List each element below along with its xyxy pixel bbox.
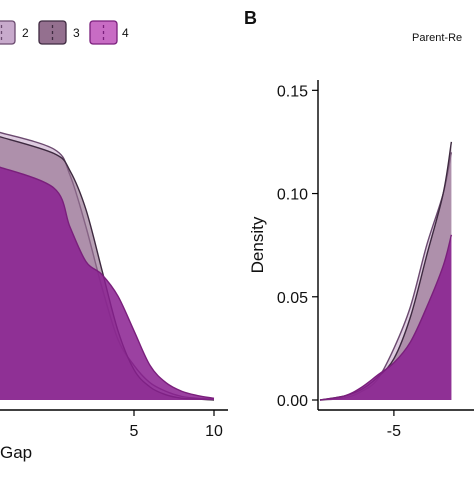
legend-label-4: 4: [122, 26, 129, 40]
panel-b-density-areas: [319, 141, 453, 401]
panel-a-x-tick-label: 5: [130, 423, 139, 440]
panel-b-y-tick-label: 0.15: [277, 83, 308, 100]
panel-b-density-area-4: [320, 234, 452, 400]
panel-b-title: Parent-Re: [412, 32, 462, 44]
legend-item-3: 3: [38, 20, 80, 45]
panel-b-y-axis-label: Density: [248, 216, 267, 273]
panel-b-x-tick-label: -5: [387, 423, 401, 440]
panel-a-density-areas: [0, 131, 215, 401]
panel-b-density-line-4: [319, 234, 453, 401]
legend-swatch-2: [0, 20, 16, 45]
legend: 2 3 4: [0, 20, 129, 45]
legend-item-4: 4: [89, 20, 129, 45]
panel-b-x-ticks: -5: [387, 410, 401, 440]
panel-a-density-area-4: [0, 167, 214, 400]
legend-label-2: 2: [22, 26, 29, 40]
panel-b: B Parent-Re 0.00 0.05 0.10 0.15 -5 Density: [244, 8, 474, 440]
panel-b-y-tick-label: 0.10: [277, 187, 308, 204]
panel-a-x-ticks: 5 10: [130, 410, 223, 440]
panel-a: 5 10 Gap: [0, 131, 228, 462]
panel-b-y-ticks: 0.00 0.05 0.10 0.15: [277, 83, 318, 410]
panel-a-density-line-4: [0, 166, 215, 399]
panel-b-letter: B: [244, 8, 257, 28]
panel-a-x-axis-label: Gap: [0, 443, 32, 462]
legend-label-3: 3: [73, 26, 80, 40]
panel-b-y-tick-label: 0.05: [277, 290, 308, 307]
panel-b-y-tick-label: 0.00: [277, 393, 308, 410]
panel-a-x-tick-label: 10: [205, 423, 223, 440]
legend-item-2: 2: [0, 20, 29, 45]
